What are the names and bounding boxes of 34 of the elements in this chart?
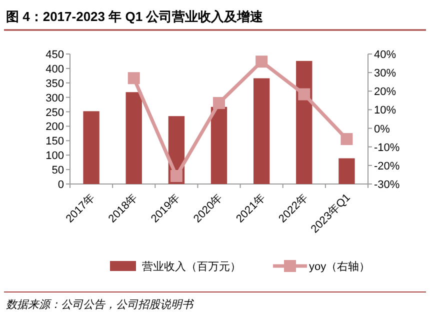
point [213, 97, 225, 110]
bar [296, 60, 312, 184]
y-tick-label: 50 [52, 164, 64, 177]
point [170, 170, 182, 182]
point [340, 133, 353, 146]
bar [210, 106, 228, 184]
y-tick-label: 350 [46, 78, 64, 90]
source-note: 数据来源：公司公告，公司招股说明书 [6, 298, 195, 311]
bar [253, 78, 270, 184]
y-tick-label: 250 [46, 106, 64, 119]
y2-tick-label: 10% [374, 104, 396, 117]
y-tick-label: 0 [58, 179, 64, 191]
bar [126, 92, 142, 184]
y2-tick-label: -20% [374, 160, 400, 172]
point [256, 56, 268, 68]
point [298, 88, 310, 100]
y2-tick-label: 0% [374, 123, 390, 136]
y-tick-label: 300 [46, 92, 64, 104]
y2-tick-label: 30% [374, 68, 396, 80]
bar [83, 111, 100, 184]
y-tick-label: 400 [46, 63, 64, 76]
y-tick-label: 200 [46, 121, 64, 134]
y-tick-label: 100 [46, 150, 64, 162]
y-tick-label: 150 [46, 136, 64, 148]
legend-label: yoy（右轴） [309, 260, 370, 273]
y2-tick-label: -10% [374, 142, 400, 154]
chart-title: 图 4：2017-2023 年 Q1 公司营业收入及增速 [6, 9, 264, 24]
bar [338, 158, 355, 184]
legend-label: 营业收入（百万元） [142, 260, 241, 273]
y2-tick-label: -30% [374, 179, 400, 191]
y2-tick-label: 20% [374, 86, 396, 98]
point [128, 72, 140, 84]
y2-tick-label: 40% [374, 49, 396, 61]
y-tick-label: 450 [46, 49, 64, 61]
